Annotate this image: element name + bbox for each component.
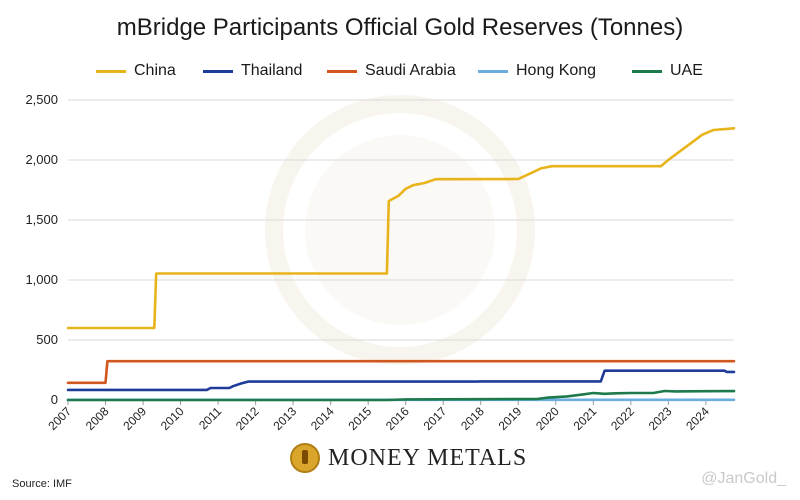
y-tick-label: 2,500: [25, 92, 58, 107]
legend-swatch: [96, 69, 126, 73]
x-tick-label: 2016: [383, 404, 412, 433]
legend-swatch: [203, 69, 233, 73]
brand-name: MONEY METALS: [328, 444, 528, 471]
x-tick-label: 2018: [458, 404, 487, 433]
series-line-uae: [66, 389, 736, 402]
y-tick-label: 500: [36, 332, 58, 347]
legend-label: Hong Kong: [516, 62, 597, 79]
legend-label: UAE: [670, 62, 703, 79]
legend-swatch: [478, 69, 508, 73]
series-line-china: [66, 127, 736, 330]
x-tick-label: 2019: [496, 404, 525, 433]
x-tick-label: 2014: [308, 404, 337, 433]
legend-label: Thailand: [241, 62, 303, 79]
x-tick-label: 2011: [196, 404, 224, 432]
brand-lockup: MONEY METALS: [290, 443, 527, 473]
x-tick-label: 2017: [421, 404, 450, 433]
x-tick-label: 2013: [270, 404, 299, 433]
x-tick-label: 2015: [346, 404, 375, 433]
x-tick-label: 2021: [571, 404, 600, 433]
author-handle: @JanGold_: [701, 470, 786, 487]
x-tick-label: 2023: [646, 404, 675, 433]
legend-item-uae: UAE: [632, 62, 703, 80]
legend-item-thailand: Thailand: [203, 62, 302, 80]
series-line-thailand: [66, 369, 736, 392]
x-tick-label: 2022: [608, 404, 637, 433]
source-note: Source: IMF: [12, 478, 72, 490]
legend-swatch: [632, 69, 662, 73]
x-tick-label: 2009: [120, 404, 149, 433]
legend-item-hong-kong: Hong Kong: [478, 62, 596, 80]
y-tick-label: 0: [51, 392, 58, 407]
legend-label: Saudi Arabia: [365, 62, 456, 79]
y-tick-label: 1,000: [25, 272, 58, 287]
legend-item-china: China: [96, 62, 176, 80]
x-tick-label: 2012: [233, 404, 262, 433]
legend-swatch: [327, 69, 357, 73]
legend-label: China: [134, 62, 176, 79]
legend: China Thailand Saudi Arabia Hong Kong UAE: [0, 62, 800, 84]
chart-title: mBridge Participants Official Gold Reser…: [116, 14, 684, 41]
x-tick-label: 2007: [45, 404, 74, 433]
x-tick-label: 2024: [683, 404, 712, 433]
torch-logo-icon: [290, 443, 320, 473]
series-line-saudi-arabia: [66, 359, 736, 385]
y-tick-label: 2,000: [25, 152, 58, 167]
x-tick-label: 2020: [533, 404, 562, 433]
y-tick-label: 1,500: [25, 212, 58, 227]
x-tick-label: 2010: [158, 404, 187, 433]
x-tick-label: 2008: [83, 404, 112, 433]
watermark-seal-center: [305, 135, 495, 325]
legend-item-saudi-arabia: Saudi Arabia: [327, 62, 456, 80]
